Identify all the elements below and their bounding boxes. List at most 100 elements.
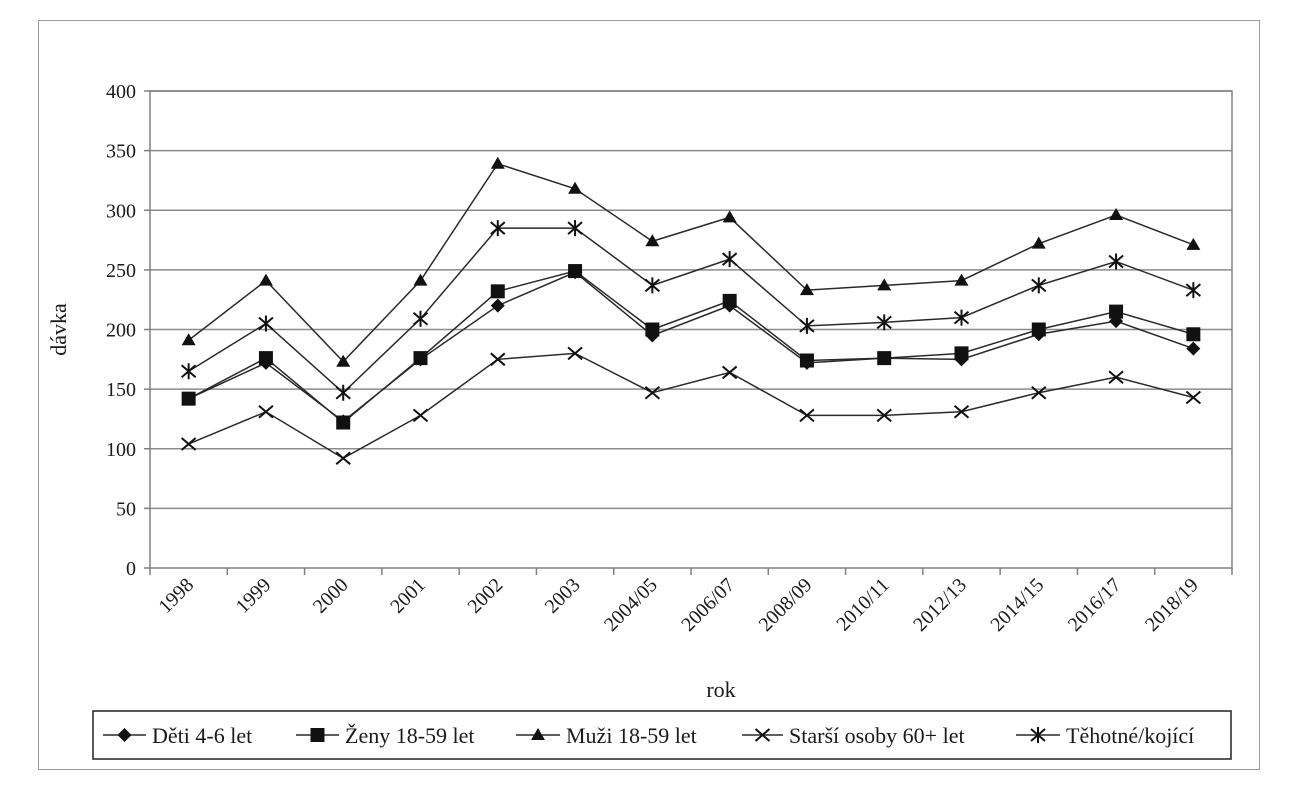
y-tick-label: 0 xyxy=(126,558,136,580)
data-point xyxy=(1186,237,1201,250)
x-tick-label: 2001 xyxy=(386,574,430,618)
legend-label: Ženy 18-59 let xyxy=(345,723,475,748)
legend-label: Starší osoby 60+ let xyxy=(789,723,965,748)
data-point xyxy=(1108,253,1124,270)
data-point xyxy=(336,415,351,430)
data-point xyxy=(953,405,970,419)
legend: Děti 4-6 let Ženy 18-59 let Muži 18-59 let… xyxy=(92,710,1232,760)
x-tick-label: 2016/17 xyxy=(1064,574,1126,636)
y-tick-label: 50 xyxy=(116,498,136,520)
y-axis-title: dávka xyxy=(46,303,71,356)
y-tick-label: 100 xyxy=(106,439,136,461)
data-point xyxy=(490,156,505,169)
data-point xyxy=(258,405,274,419)
series-5 xyxy=(180,220,1202,401)
data-point xyxy=(1031,277,1047,294)
series-line xyxy=(188,271,1194,423)
data-point xyxy=(490,298,505,313)
data-point xyxy=(877,351,892,366)
series-1 xyxy=(181,265,1201,429)
data-point xyxy=(413,351,428,366)
data-point xyxy=(953,309,970,326)
legend-item: Děti 4-6 let xyxy=(103,723,252,748)
y-tick-label: 300 xyxy=(106,200,136,222)
legend-marker xyxy=(531,728,545,740)
data-point xyxy=(722,293,737,308)
data-point xyxy=(877,278,892,291)
series-line xyxy=(188,162,1194,363)
data-point xyxy=(1031,385,1047,400)
x-tick-label: 2003 xyxy=(541,574,585,618)
data-point xyxy=(336,354,351,367)
series-lines xyxy=(180,156,1202,466)
legend-item: Starší osoby 60+ let xyxy=(742,723,965,748)
series-line xyxy=(188,227,1194,394)
data-point xyxy=(1108,370,1124,384)
data-point xyxy=(721,251,738,268)
series-line xyxy=(188,270,1194,424)
data-point xyxy=(181,333,196,346)
legend-item: Muži 18-59 let xyxy=(516,723,697,748)
series-2 xyxy=(181,264,1201,430)
data-point xyxy=(876,314,892,331)
series-line xyxy=(188,352,1194,460)
x-tick-label: 2018/19 xyxy=(1141,574,1203,636)
legend-marker xyxy=(754,728,771,742)
data-point xyxy=(1185,282,1202,299)
data-point xyxy=(722,210,737,223)
data-point xyxy=(799,408,815,423)
data-point xyxy=(1186,327,1201,342)
x-tick-label: 2010/11 xyxy=(832,574,893,635)
legend-item: Ženy 18-59 let xyxy=(296,723,475,748)
data-point xyxy=(1031,236,1046,249)
y-tick-label: 250 xyxy=(106,260,136,282)
data-point xyxy=(954,273,969,286)
x-tick-label: 2002 xyxy=(463,574,507,618)
data-point xyxy=(1031,322,1046,337)
data-point xyxy=(412,310,429,327)
data-point xyxy=(490,352,506,367)
data-point xyxy=(721,365,738,380)
data-point xyxy=(799,353,814,368)
y-tick-label: 200 xyxy=(106,320,136,342)
data-point xyxy=(181,391,196,406)
x-tick-label: 2000 xyxy=(309,574,353,618)
legend-label: Děti 4-6 let xyxy=(152,723,252,748)
data-point xyxy=(567,346,583,361)
data-point xyxy=(645,322,660,337)
legend-marker xyxy=(1030,727,1046,743)
data-point xyxy=(412,408,429,423)
data-point xyxy=(258,273,273,286)
data-point xyxy=(258,315,274,332)
series-4 xyxy=(180,346,1202,466)
x-tick-label: 2006/07 xyxy=(677,574,739,636)
y-tick-label: 150 xyxy=(106,379,136,401)
legend-marker xyxy=(310,728,325,742)
data-point xyxy=(335,451,351,466)
data-point xyxy=(490,284,505,299)
data-point xyxy=(335,384,351,401)
legend-item: Těhotné/kojící xyxy=(1016,723,1194,748)
data-point xyxy=(180,437,197,451)
x-tick-label: 2014/15 xyxy=(986,574,1048,636)
x-tick-label: 2008/09 xyxy=(755,574,817,636)
data-point xyxy=(644,385,661,400)
y-tick-label: 350 xyxy=(106,141,136,163)
data-point xyxy=(180,363,197,380)
data-point xyxy=(258,351,273,366)
series-3 xyxy=(181,156,1201,367)
x-tick-label: 1999 xyxy=(232,574,276,618)
y-axis-ticks: 0 50 100 150 200 250 300 350 400 xyxy=(106,81,150,580)
x-axis-ticks: 1998 1999 2000 2001 2002 2003 2004/05 2006/07 20… xyxy=(149,568,1233,636)
data-point xyxy=(1109,208,1124,221)
data-point xyxy=(644,277,661,294)
data-point xyxy=(1185,390,1202,405)
legend-marker xyxy=(117,728,132,742)
x-axis-title: rok xyxy=(706,677,735,702)
data-point xyxy=(799,317,815,334)
grid-lines xyxy=(150,90,1232,510)
data-point xyxy=(876,408,892,423)
data-point xyxy=(568,181,583,194)
x-tick-label: 2004/05 xyxy=(600,574,662,636)
